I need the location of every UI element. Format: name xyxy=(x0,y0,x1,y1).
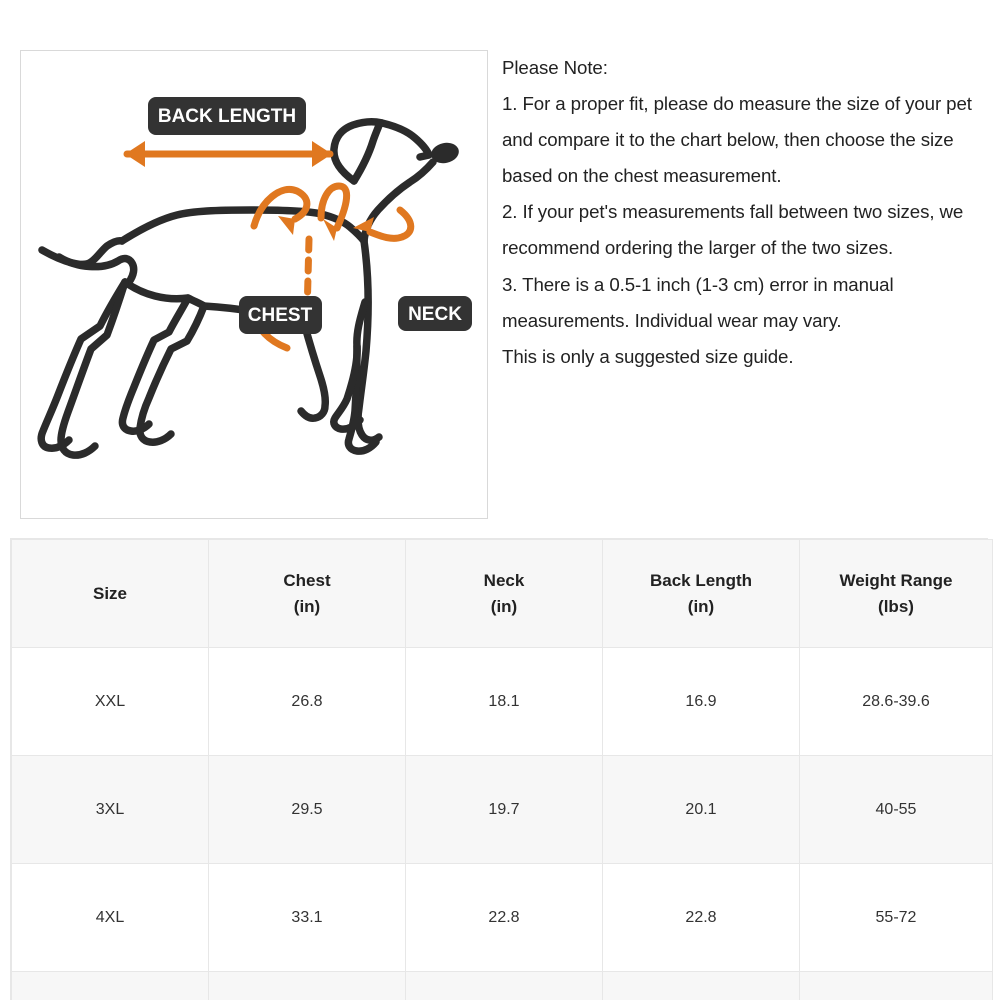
svg-text:BACK LENGTH: BACK LENGTH xyxy=(158,106,296,127)
svg-text:NECK: NECK xyxy=(408,304,462,325)
svg-text:CHEST: CHEST xyxy=(248,305,313,326)
